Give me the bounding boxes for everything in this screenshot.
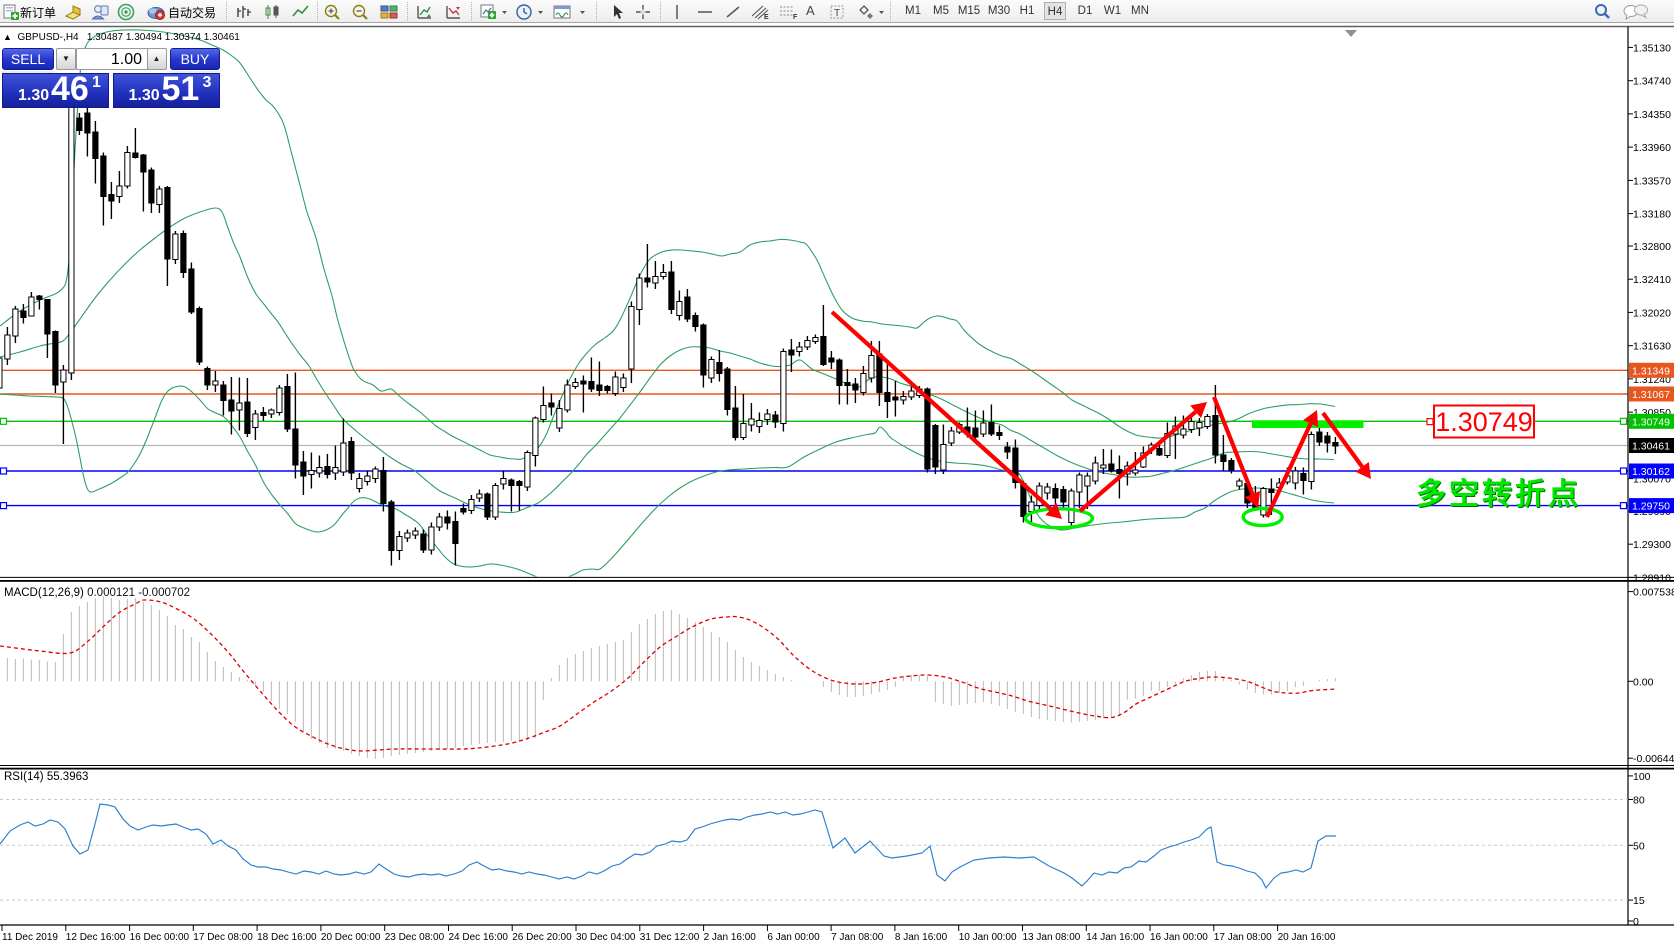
svg-text:1.31630: 1.31630 bbox=[1633, 341, 1671, 353]
svg-text:31 Dec 12:00: 31 Dec 12:00 bbox=[640, 932, 700, 943]
svg-text:0.00: 0.00 bbox=[1633, 676, 1654, 688]
svg-text:1.29300: 1.29300 bbox=[1633, 539, 1671, 551]
svg-text:80: 80 bbox=[1633, 795, 1645, 807]
svg-text:26 Dec 20:00: 26 Dec 20:00 bbox=[512, 932, 572, 943]
svg-text:1.33180: 1.33180 bbox=[1633, 209, 1671, 221]
svg-text:1.28910: 1.28910 bbox=[1633, 572, 1671, 584]
svg-text:1.31067: 1.31067 bbox=[1632, 389, 1670, 401]
svg-text:1.34350: 1.34350 bbox=[1633, 109, 1671, 121]
svg-text:1.30162: 1.30162 bbox=[1632, 466, 1670, 478]
svg-text:100: 100 bbox=[1633, 771, 1651, 783]
svg-text:MACD(12,26,9) 0.000121 -0.0007: MACD(12,26,9) 0.000121 -0.000702 bbox=[4, 587, 190, 599]
svg-text:T: T bbox=[834, 8, 840, 19]
svg-text:12 Dec 16:00: 12 Dec 16:00 bbox=[66, 932, 126, 943]
svg-text:11 Dec 2019: 11 Dec 2019 bbox=[2, 932, 58, 943]
svg-text:8 Jan 16:00: 8 Jan 16:00 bbox=[895, 932, 948, 943]
svg-text:16 Jan 00:00: 16 Jan 00:00 bbox=[1150, 932, 1208, 943]
svg-text:23 Dec 08:00: 23 Dec 08:00 bbox=[385, 932, 445, 943]
svg-text:1.31349: 1.31349 bbox=[1632, 365, 1670, 377]
svg-text:10 Jan 00:00: 10 Jan 00:00 bbox=[959, 932, 1017, 943]
svg-text:13 Jan 08:00: 13 Jan 08:00 bbox=[1023, 932, 1081, 943]
svg-text:50: 50 bbox=[1633, 840, 1645, 852]
svg-text:-0.006446: -0.006446 bbox=[1633, 753, 1674, 765]
svg-text:1.30749: 1.30749 bbox=[1632, 416, 1670, 428]
svg-text:17 Jan 08:00: 17 Jan 08:00 bbox=[1214, 932, 1272, 943]
svg-text:1.30749: 1.30749 bbox=[1435, 407, 1533, 437]
svg-text:1.30461: 1.30461 bbox=[1632, 441, 1670, 453]
svg-text:E: E bbox=[764, 14, 769, 21]
svg-text:1.29750: 1.29750 bbox=[1632, 501, 1670, 513]
svg-text:1.32800: 1.32800 bbox=[1633, 241, 1671, 253]
svg-text:7 Jan 08:00: 7 Jan 08:00 bbox=[831, 932, 884, 943]
svg-text:F: F bbox=[793, 14, 798, 21]
svg-text:20 Jan 16:00: 20 Jan 16:00 bbox=[1278, 932, 1336, 943]
svg-text:RSI(14) 55.3963: RSI(14) 55.3963 bbox=[4, 771, 88, 783]
svg-text:14 Jan 16:00: 14 Jan 16:00 bbox=[1086, 932, 1144, 943]
svg-text:20 Dec 00:00: 20 Dec 00:00 bbox=[321, 932, 381, 943]
svg-text:17 Dec 08:00: 17 Dec 08:00 bbox=[193, 932, 253, 943]
svg-text:1.32020: 1.32020 bbox=[1633, 307, 1671, 319]
svg-text:18 Dec 16:00: 18 Dec 16:00 bbox=[257, 932, 317, 943]
svg-text:多空转折点: 多空转折点 bbox=[1416, 478, 1581, 511]
svg-text:24 Dec 16:00: 24 Dec 16:00 bbox=[449, 932, 509, 943]
svg-text:1.33960: 1.33960 bbox=[1633, 142, 1671, 154]
svg-text:6 Jan 00:00: 6 Jan 00:00 bbox=[767, 932, 820, 943]
svg-text:15: 15 bbox=[1633, 895, 1645, 907]
svg-text:0.007538: 0.007538 bbox=[1633, 587, 1674, 599]
svg-text:1.35130: 1.35130 bbox=[1633, 42, 1671, 54]
svg-text:2 Jan 16:00: 2 Jan 16:00 bbox=[704, 932, 757, 943]
svg-text:0: 0 bbox=[1633, 916, 1639, 928]
svg-text:16 Dec 00:00: 16 Dec 00:00 bbox=[130, 932, 190, 943]
svg-text:1.33570: 1.33570 bbox=[1633, 175, 1671, 187]
svg-text:1.34740: 1.34740 bbox=[1633, 76, 1671, 88]
svg-text:1.32410: 1.32410 bbox=[1633, 274, 1671, 286]
svg-text:30 Dec 04:00: 30 Dec 04:00 bbox=[576, 932, 636, 943]
